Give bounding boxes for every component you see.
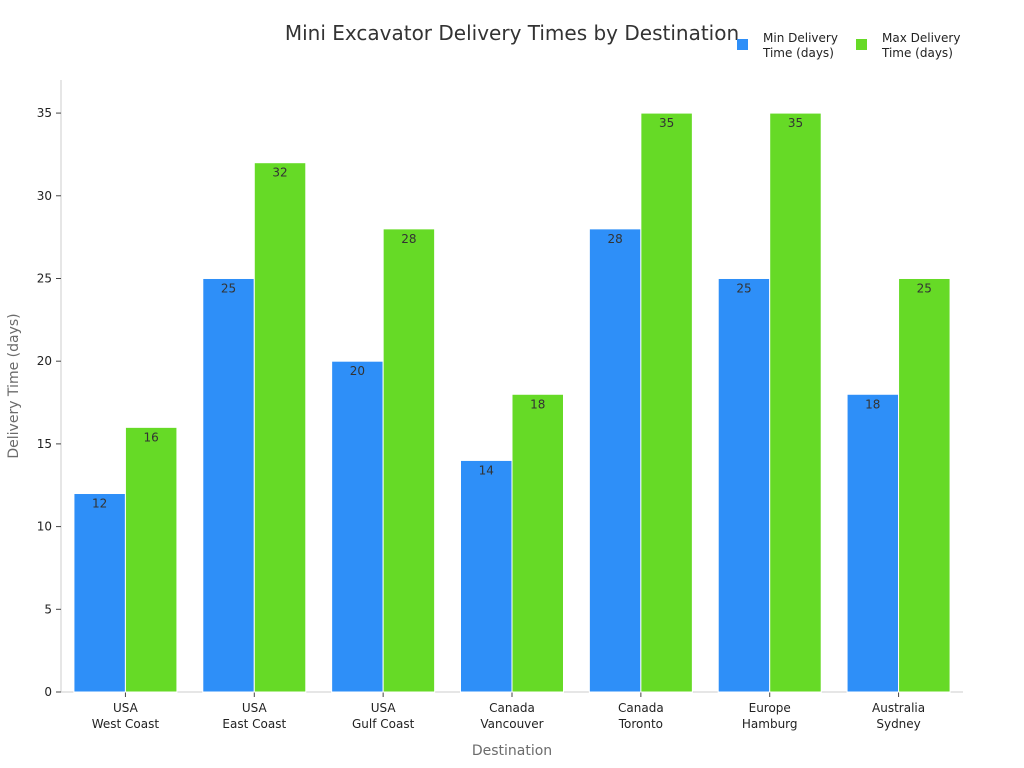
x-tick-label: Canada (489, 701, 535, 715)
x-tick-label: Gulf Coast (352, 717, 415, 731)
y-tick-label: 20 (37, 354, 52, 368)
bar-value-label: 35 (788, 116, 803, 130)
x-tick-label: East Coast (222, 717, 286, 731)
legend-label: Max Delivery (882, 31, 960, 45)
bar-value-label: 14 (479, 463, 494, 477)
bar-max-5 (769, 112, 822, 693)
legend-label: Time (days) (881, 46, 953, 60)
bar-min-5 (717, 277, 771, 693)
y-tick-label: 5 (44, 602, 52, 616)
bar-value-label: 28 (607, 232, 622, 246)
bar-value-label: 18 (865, 397, 880, 411)
bar-max-0 (124, 426, 178, 693)
legend-swatch-min (737, 39, 748, 50)
x-tick-label: Vancouver (480, 717, 543, 731)
bar-value-label: 20 (350, 364, 365, 378)
y-tick-label: 30 (37, 189, 52, 203)
y-tick-label: 25 (37, 271, 52, 285)
y-tick-label: 15 (37, 437, 52, 451)
y-axis: 0 5 10 15 20 25 30 35 (37, 80, 62, 699)
y-tick-label: 35 (37, 106, 52, 120)
x-axis-title: Destination (472, 743, 552, 759)
bar-min-6 (846, 393, 900, 693)
bar-max-3 (511, 393, 564, 693)
legend-swatch-max (856, 39, 867, 50)
bar-min-2 (331, 360, 384, 693)
bar-min-1 (202, 277, 255, 693)
x-tick-label: USA (371, 701, 397, 715)
x-tick-label: West Coast (92, 717, 160, 731)
legend-label: Time (days) (762, 46, 834, 60)
bars: 12 16 25 32 20 28 14 18 28 35 25 35 18 25 (73, 112, 951, 693)
bar-max-1 (253, 162, 307, 693)
bar-max-6 (898, 277, 951, 693)
bar-value-label: 35 (659, 116, 674, 130)
legend-label: Min Delivery (763, 31, 838, 45)
bar-min-3 (460, 459, 513, 693)
x-tick-label: Sydney (876, 717, 920, 731)
bar-max-2 (382, 228, 436, 693)
bar-min-4 (588, 228, 642, 693)
x-axis: USA West Coast USA East Coast USA Gulf Coast C… (61, 691, 963, 731)
x-tick-label: Europe (749, 701, 791, 715)
y-tick-label: 10 (37, 520, 52, 534)
bar-value-label: 25 (221, 281, 236, 295)
bar-max-4 (640, 112, 693, 693)
bar-value-label: 32 (272, 166, 287, 180)
x-tick-label: Hamburg (742, 717, 798, 731)
chart-title: Mini Excavator Delivery Times by Destina… (285, 21, 739, 45)
x-tick-label: USA (242, 701, 268, 715)
y-axis-title: Delivery Time (days) (6, 313, 22, 458)
x-tick-label: Canada (618, 701, 664, 715)
bar-value-label: 12 (92, 497, 107, 511)
bar-value-label: 28 (401, 232, 416, 246)
bar-min-0 (73, 493, 126, 693)
x-tick-label: Australia (872, 701, 925, 715)
bar-value-label: 25 (736, 281, 751, 295)
x-tick-label: USA (113, 701, 139, 715)
y-tick-label: 0 (44, 685, 52, 699)
bar-value-label: 25 (917, 281, 932, 295)
bar-value-label: 18 (530, 397, 545, 411)
x-tick-label: Toronto (618, 717, 663, 731)
bar-value-label: 16 (144, 430, 159, 444)
